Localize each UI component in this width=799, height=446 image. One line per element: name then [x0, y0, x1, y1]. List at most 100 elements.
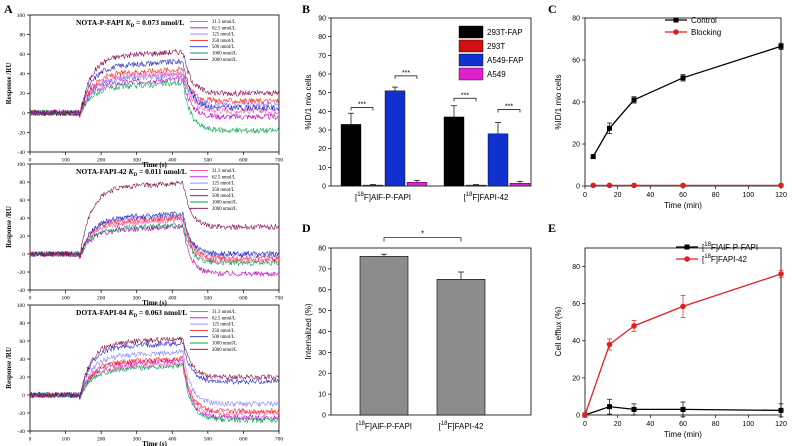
y-tick-label: 80 [572, 264, 580, 271]
sensorgram-curve [29, 217, 280, 265]
bar [436, 279, 486, 416]
x-axis-label: Time (min) [664, 430, 702, 439]
legend-label: 500 nmol/L [212, 335, 235, 340]
y-tick-label: 0 [576, 412, 580, 419]
significance-label: *** [505, 103, 513, 110]
y-tick-label: 60 [572, 57, 580, 64]
x-tick-label: 100 [61, 437, 70, 443]
x-tick-label: 200 [97, 296, 106, 302]
legend-label: 31.3 nmol/L [212, 310, 236, 315]
plot-frame [584, 247, 782, 416]
sensorgram-curve [29, 48, 280, 117]
y-tick-label: 50 [318, 90, 326, 97]
y-tick-label: 20 [20, 375, 26, 381]
sensorgram-curve [29, 72, 280, 117]
y-tick-label: 10 [318, 392, 326, 399]
series-line [592, 45, 782, 157]
x-tick-label: 40 [646, 421, 654, 428]
y-tick-label: 60 [20, 198, 26, 204]
y-tick-label: 20 [572, 141, 580, 148]
legend-label: 250 nmol/L [212, 188, 235, 193]
y-tick-label: 40 [318, 109, 326, 116]
sensorgram-curve [29, 66, 280, 117]
data-point [606, 182, 613, 189]
y-tick-label: -20 [18, 270, 26, 276]
x-tick-label: 100 [61, 296, 70, 302]
y-tick-label: 60 [572, 301, 580, 308]
y-tick-label: 90 [318, 15, 326, 22]
data-point [680, 182, 686, 189]
significance-label: *** [358, 102, 366, 109]
legend-label: 2000 nmol/L [212, 348, 237, 353]
data-point [680, 406, 686, 412]
data-point [631, 406, 637, 412]
chart-title: NOTA-FAPI-42 KD = 0.011 nmol/L [76, 167, 187, 178]
legend-marker [684, 244, 690, 250]
y-tick-label: 60 [318, 287, 326, 294]
plot-frame [29, 304, 280, 432]
x-tick-label: 600 [239, 437, 248, 443]
y-tick-label: 0 [322, 183, 326, 190]
legend-marker [673, 29, 679, 35]
legend-marker [684, 256, 690, 262]
cell-binding-bar-chart: 0 10 20 30 40 50 60 70 80 90 %ID/1 mio cells *** ***… [304, 15, 532, 202]
y-tick-label: 20 [318, 371, 326, 378]
y-tick-label: 30 [318, 127, 326, 134]
y-tick-label: 20 [572, 375, 580, 382]
data-point [778, 43, 784, 49]
category-label: [18F]AlF-P-FAPI [356, 421, 412, 431]
x-axis-label: Time (s) [142, 299, 167, 307]
y-axis-label: %ID/1 mio cells [304, 74, 313, 129]
significance-label: *** [461, 92, 469, 99]
y-tick-label: 20 [20, 91, 26, 97]
x-tick-label: 100 [742, 421, 754, 428]
panel-letter-c: C [548, 2, 557, 16]
y-tick-label: -40 [18, 288, 26, 294]
x-tick-label: 20 [614, 421, 622, 428]
internalization-bar-chart: 0 10 20 30 40 50 60 70 80 Internalized (%) [18F]Al… [304, 230, 532, 431]
x-tick-label: 400 [168, 296, 177, 302]
y-tick-label: 30 [318, 350, 326, 357]
legend-label: 125 nmol/L [212, 182, 235, 187]
y-tick-label: 80 [318, 34, 326, 41]
y-tick-label: 0 [22, 252, 25, 258]
legend-label: 62.5 nmol/L [212, 26, 236, 31]
x-tick-label: 0 [29, 296, 32, 302]
x-tick-label: 200 [97, 158, 106, 164]
y-tick-label: -40 [18, 150, 26, 156]
y-tick-label: 40 [20, 357, 26, 363]
x-tick-label: 100 [61, 158, 70, 164]
x-tick-label: 0 [583, 421, 587, 428]
category-label: [18F]FAPI-42 [439, 421, 484, 431]
y-axis-label: %ID/1 mio cells [554, 74, 563, 129]
x-tick-label: 300 [133, 158, 142, 164]
data-point [680, 303, 686, 310]
x-tick-label: 600 [239, 296, 248, 302]
y-tick-label: -20 [18, 130, 26, 136]
y-tick-label: 0 [22, 111, 25, 117]
y-tick-label: 60 [20, 339, 26, 345]
x-tick-label: 100 [742, 192, 754, 199]
legend-label: Control [691, 16, 717, 25]
bar [362, 184, 384, 187]
significance-bracket [497, 109, 521, 113]
y-tick-label: 0 [576, 183, 580, 190]
y-tick-label: 0 [322, 412, 326, 419]
chart-title: DOTA-FAPI-04 KD = 0.063 nmol/L [76, 308, 187, 319]
sensorgram-curve [29, 224, 280, 278]
panel-letter-b: B [302, 2, 310, 16]
sensorgram-curve [29, 180, 280, 257]
y-tick-label: -40 [18, 429, 26, 435]
x-tick-label: 600 [239, 158, 248, 164]
legend-label: A549 [487, 70, 506, 79]
x-tick-label: 400 [168, 437, 177, 443]
legend-label: 31.3 nmol/L [212, 20, 236, 25]
data-point [590, 182, 596, 189]
x-tick-label: 60 [679, 192, 687, 199]
group-label: [18F]FAPI-42 [464, 192, 509, 202]
sensorgram-curve [29, 222, 280, 267]
legend-label: 500 nmol/L [212, 45, 235, 50]
legend-label: A549-FAP [487, 56, 523, 65]
y-axis-label: Response /RU [5, 206, 13, 248]
